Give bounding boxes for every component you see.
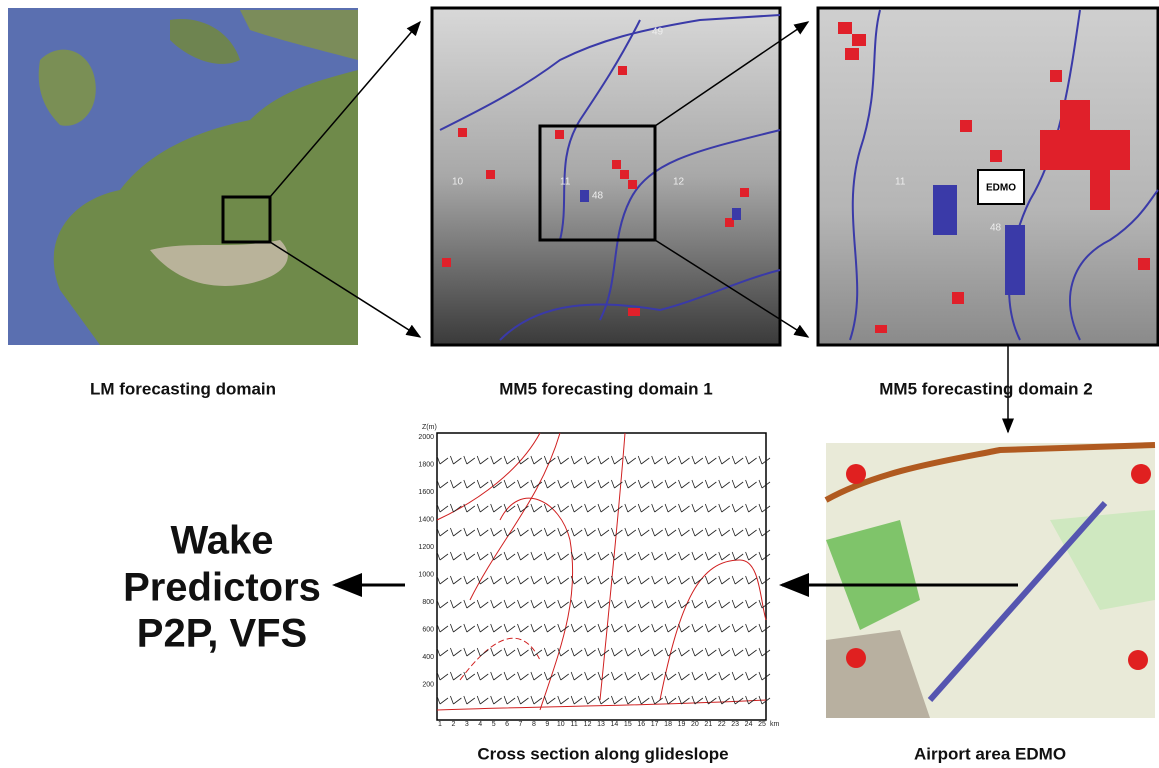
grid-label: 48 — [990, 223, 1002, 234]
cross-section: Z(m) 200 400 600 800 1000 1200 1400 1600 1800 2000… — [418, 424, 779, 728]
y-tick-label: 800 — [422, 599, 434, 606]
x-tick-label: 5 — [492, 721, 496, 728]
x-tick-label: 21 — [704, 721, 712, 728]
x-tick-label: 2 — [451, 721, 455, 728]
x-tick-label: 13 — [597, 721, 605, 728]
x-tick-label: 16 — [637, 721, 645, 728]
x-tick-label: 23 — [731, 721, 739, 728]
x-tick-label: 19 — [678, 721, 686, 728]
y-tick-label: 1400 — [418, 516, 434, 523]
x-tick-label: 20 — [691, 721, 699, 728]
y-tick-label: 600 — [422, 626, 434, 633]
wake-text: Wake — [170, 519, 273, 563]
caption: Cross section along glideslope — [477, 744, 728, 763]
y-tick-label: 400 — [422, 654, 434, 661]
y-tick-label: 200 — [422, 681, 434, 688]
x-tick-label: 14 — [611, 721, 619, 728]
x-tick-label: 9 — [545, 721, 549, 728]
x-tick-label: 8 — [532, 721, 536, 728]
y-tick-label: 1000 — [418, 571, 434, 578]
axis-title: Z(m) — [422, 424, 437, 431]
caption: MM5 forecasting domain 2 — [879, 379, 1092, 398]
x-tick-label: 17 — [651, 721, 659, 728]
wake-text: P2P, VFS — [137, 612, 307, 656]
grid-label: 48 — [592, 191, 604, 202]
caption: Airport area EDMO — [914, 744, 1066, 763]
wake-text: Predictors — [123, 566, 321, 610]
domain1-map: 49 10 11 48 12 — [432, 8, 780, 345]
grid-label: 11 — [895, 177, 906, 188]
caption: LM forecasting domain — [90, 379, 276, 398]
y-tick-label: 1200 — [418, 544, 434, 551]
lm-map — [8, 8, 358, 345]
y-tick-label: 1800 — [418, 461, 434, 468]
domain2-map: 11 48 EDMO — [818, 8, 1158, 345]
x-tick-label: 24 — [745, 721, 753, 728]
diagram: 49 10 11 48 12 11 48 EDMO LM forecasting… — [0, 0, 1159, 768]
x-tick-label: 12 — [584, 721, 592, 728]
y-tick-label: 1600 — [418, 489, 434, 496]
x-tick-label: 1 — [438, 721, 442, 728]
airport-box-label: EDMO — [986, 183, 1016, 194]
x-tick-label: 25 — [758, 721, 766, 728]
x-tick-label: 6 — [505, 721, 509, 728]
grid-label: 49 — [652, 27, 664, 38]
caption: MM5 forecasting domain 1 — [499, 379, 712, 398]
grid-label: 11 — [560, 177, 571, 188]
x-tick-label: 18 — [664, 721, 672, 728]
airport-map — [782, 443, 1155, 718]
grid-label: 10 — [452, 177, 464, 188]
x-unit: km — [770, 721, 780, 728]
x-tick-label: 4 — [478, 721, 482, 728]
x-tick-label: 10 — [557, 721, 565, 728]
canvas: 49 10 11 48 12 11 48 EDMO LM forecasting… — [0, 0, 1159, 768]
x-tick-label: 11 — [571, 721, 578, 728]
x-tick-label: 3 — [465, 721, 469, 728]
x-tick-label: 7 — [519, 721, 523, 728]
x-tick-label: 22 — [718, 721, 726, 728]
y-tick-label: 2000 — [418, 434, 434, 441]
x-tick-label: 15 — [624, 721, 632, 728]
grid-label: 12 — [673, 177, 685, 188]
